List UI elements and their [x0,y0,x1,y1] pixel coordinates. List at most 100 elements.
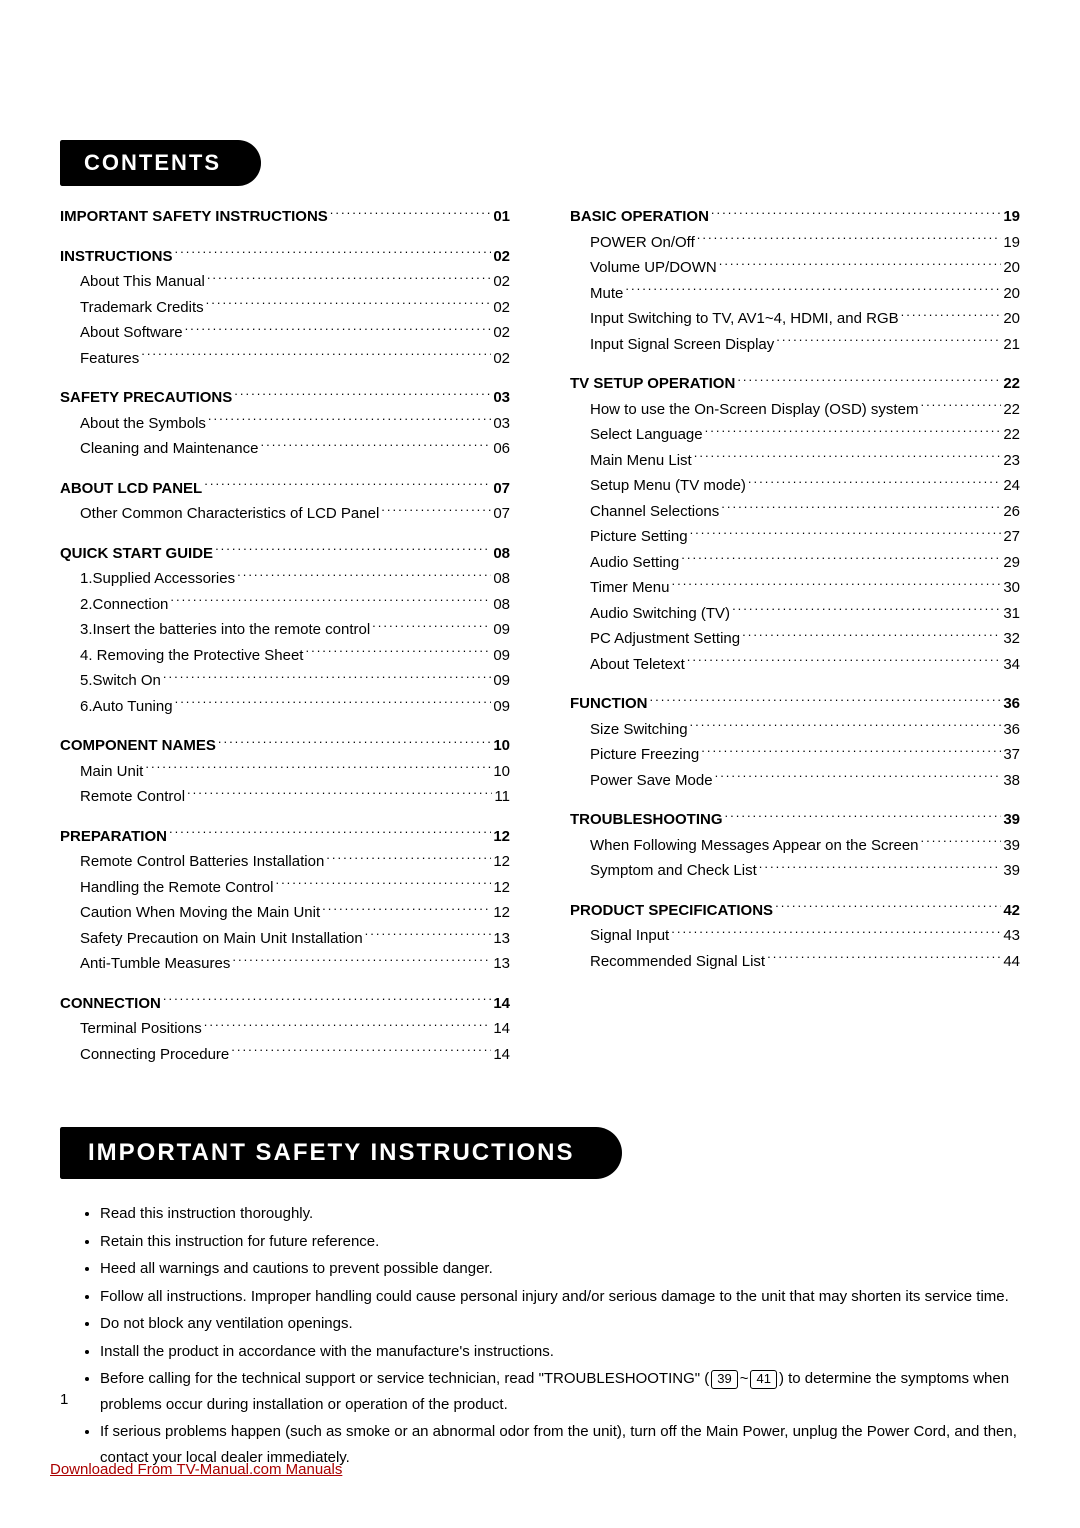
toc-page: 12 [493,824,510,850]
toc-label: Trademark Credits [80,295,204,321]
toc-item: About Software02 [60,320,510,346]
toc-item: Remote Control Batteries Installation12 [60,849,510,875]
toc-section-heading: IMPORTANT SAFETY INSTRUCTIONS01 [60,204,510,230]
toc-leader [719,257,1002,272]
toc-item: Audio Setting 29 [570,550,1020,576]
toc-label: Picture Freezing [590,742,699,768]
toc-page: 36 [1003,717,1020,743]
toc-leader [381,503,491,518]
safety-bullet: Do not block any ventilation openings. [100,1311,1020,1337]
toc-page: 09 [493,694,510,720]
toc-page: 10 [493,733,510,759]
toc-label: Volume UP/DOWN [590,255,717,281]
toc-leader [759,860,1002,875]
toc-item: 2.Connection08 [60,592,510,618]
toc-page: 20 [1003,255,1020,281]
toc-label: ABOUT LCD PANEL [60,476,202,502]
toc-page: 39 [1003,807,1020,833]
toc-page: 21 [1003,332,1020,358]
toc-leader [687,654,1002,669]
toc-item: Mute20 [570,281,1020,307]
toc-item: Cleaning and Maintenance06 [60,436,510,462]
toc-item: Connecting Procedure14 [60,1042,510,1068]
toc-label: Main Unit [80,759,143,785]
toc-leader [742,628,1001,643]
toc-page: 08 [493,566,510,592]
toc-item: Handling the Remote Control12 [60,875,510,901]
toc-page: 42 [1003,898,1020,924]
toc-item: Safety Precaution on Main Unit Installat… [60,926,510,952]
page-ref-box: 39 [711,1370,737,1389]
toc-item: Main Menu List23 [570,448,1020,474]
toc-label: Audio Setting [590,550,679,576]
toc-item: Anti-Tumble Measures13 [60,951,510,977]
toc-label: INSTRUCTIONS [60,244,173,270]
toc-page: 29 [1003,550,1020,576]
toc-item: Terminal Positions 14 [60,1016,510,1042]
toc-label: CONNECTION [60,991,161,1017]
toc-section-heading: TV SETUP OPERATION22 [570,371,1020,397]
toc-leader [690,526,1002,541]
toc-label: Terminal Positions [80,1016,202,1042]
toc-item: When Following Messages Appear on the Sc… [570,833,1020,859]
toc-page: 11 [494,784,510,810]
toc-item: Other Common Characteristics of LCD Pane… [60,501,510,527]
toc-label: Features [80,346,139,372]
toc-page: 32 [1003,626,1020,652]
toc-leader [701,744,1001,759]
safety-bullet: Heed all warnings and cautions to preven… [100,1256,1020,1282]
toc-leader [671,925,1001,940]
toc-leader [705,424,1002,439]
toc-section-heading: SAFETY PRECAUTIONS03 [60,385,510,411]
toc-page: 20 [1003,306,1020,332]
toc-label: When Following Messages Appear on the Sc… [590,833,919,859]
toc-page: 43 [1003,923,1020,949]
toc-item: Main Unit10 [60,759,510,785]
toc-label: Handling the Remote Control [80,875,273,901]
toc-page: 02 [493,295,510,321]
toc-page: 38 [1003,768,1020,794]
toc-section-heading: BASIC OPERATION 19 [570,204,1020,230]
toc-leader [187,786,492,801]
toc-leader [776,334,1001,349]
toc-label: 3.Insert the batteries into the remote c… [80,617,370,643]
toc-leader [260,438,491,453]
toc-leader [204,478,491,493]
toc-page: 14 [493,1016,510,1042]
toc-leader [711,206,1001,221]
toc-item: Trademark Credits 02 [60,295,510,321]
toc-page: 02 [493,244,510,270]
toc-leader [767,951,1001,966]
safety-bullet: Before calling for the technical support… [100,1366,1020,1417]
toc-label: PC Adjustment Setting [590,626,740,652]
safety-section: IMPORTANT SAFETY INSTRUCTIONS Read this … [60,1127,1020,1470]
toc-column-left: IMPORTANT SAFETY INSTRUCTIONS01 INSTRUCTI… [60,204,510,1067]
toc-label: Main Menu List [590,448,692,474]
toc-item: Channel Selections26 [570,499,1020,525]
toc-section-heading: COMPONENT NAMES10 [60,733,510,759]
toc-section-heading: CONNECTION14 [60,991,510,1017]
toc-leader [169,826,491,841]
toc-page: 19 [1003,204,1020,230]
toc-label: Input Switching to TV, AV1~4, HDMI, and … [590,306,899,332]
toc-page: 03 [493,411,510,437]
footer-download-link[interactable]: Downloaded From TV-Manual.com Manuals [50,1461,342,1478]
toc-page: 13 [493,926,510,952]
toc-item: 4. Removing the Protective Sheet09 [60,643,510,669]
toc-label: Remote Control [80,784,185,810]
toc-label: Timer Menu [590,575,669,601]
page-ref-box: 41 [750,1370,776,1389]
toc-label: 6.Auto Tuning [80,694,173,720]
contents-header: CONTENTS [60,140,261,186]
toc-item: Symptom and Check List39 [570,858,1020,884]
toc-label: Recommended Signal List [590,949,765,975]
toc-label: Select Language [590,422,703,448]
toc-page: 30 [1003,575,1020,601]
toc-leader [721,501,1001,516]
toc-section-heading: ABOUT LCD PANEL07 [60,476,510,502]
toc-item: Remote Control 11 [60,784,510,810]
toc-leader [690,719,1002,734]
toc-label: QUICK START GUIDE [60,541,213,567]
toc-label: BASIC OPERATION [570,204,709,230]
toc-label: Power Save Mode [590,768,713,794]
